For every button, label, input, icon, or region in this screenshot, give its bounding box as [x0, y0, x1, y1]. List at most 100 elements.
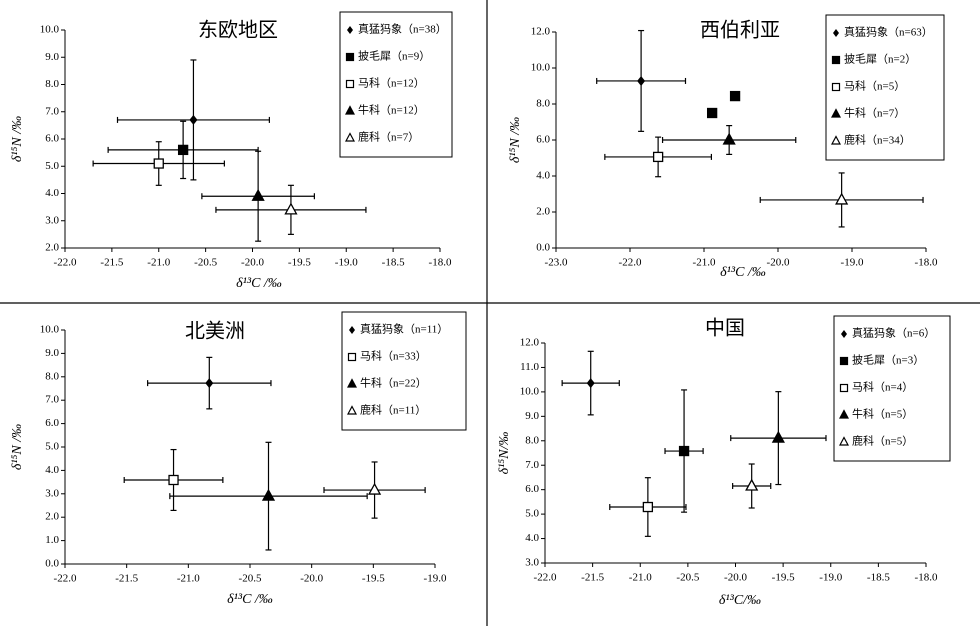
x-tick-label: -20.0 [724, 572, 747, 584]
y-tick-label: 10.0 [531, 62, 551, 74]
x-tick-label: -20.5 [194, 257, 217, 269]
y-tick-label: 12.0 [520, 337, 540, 349]
chart-panel: 北美洲 δ¹³C /‰ δ¹⁵N /‰ -22.0 -21.5 -21.0 -20.5 -20… [10, 311, 467, 607]
y-tick-label: 6.0 [45, 417, 59, 429]
y-tick-label: 10.0 [520, 385, 540, 397]
x-tick-label: -19.0 [819, 572, 842, 584]
legend-marker [831, 108, 841, 118]
legend-label: 马科（n=5） [844, 79, 905, 93]
chart-title: 中国 [705, 317, 745, 340]
legend-box [833, 315, 951, 462]
y-tick-label: 12.0 [531, 26, 551, 38]
legend-marker [839, 409, 849, 419]
legend-label: 真猛犸象（n=63） [844, 25, 933, 39]
x-tick-label: -21.0 [629, 572, 652, 584]
y-tick-label: 8.0 [45, 78, 59, 90]
legend-marker [833, 29, 839, 37]
chart-title: 东欧地区 [198, 19, 278, 42]
point [586, 378, 595, 389]
y-tick-label: 5.0 [45, 160, 59, 172]
y-tick-label: 6.0 [536, 134, 550, 146]
point [652, 151, 664, 163]
point [205, 378, 214, 389]
legend-label: 鹿科（n=5） [852, 434, 913, 448]
point [745, 478, 759, 491]
legend-label: 鹿科（n=34） [844, 133, 911, 147]
y-tick-label: 6.0 [45, 133, 59, 145]
y-tick-label: 7.0 [525, 459, 539, 471]
x-tick-label: -18.5 [867, 572, 890, 584]
x-tick-label: -20.0 [241, 257, 264, 269]
y-tick-label: 4.0 [525, 532, 539, 544]
y-tick-label: 10.0 [40, 324, 60, 336]
x-tick-label: -18.5 [382, 257, 405, 269]
legend-marker [345, 79, 355, 89]
legend-label: 披毛犀（n=3） [852, 353, 924, 367]
legend-label: 牛科（n=12） [358, 103, 425, 117]
y-axis-label: δ¹⁵N /‰ [508, 117, 523, 163]
chart-panel: 东欧地区 δ¹³C /‰ δ¹⁵N /‰ -22.0 -21.5 -21.0 -20.5 -2… [10, 11, 453, 291]
legend-marker [839, 436, 849, 446]
y-tick-label: 3.0 [45, 487, 59, 499]
x-tick-label: -21.0 [177, 573, 200, 585]
point [729, 90, 741, 102]
legend-marker [347, 378, 357, 388]
y-tick-label: 0.0 [45, 558, 59, 570]
legend-box [341, 311, 467, 431]
y-tick-label: 2.0 [45, 511, 59, 523]
x-tick-label: -19.5 [362, 573, 385, 585]
point [153, 158, 164, 169]
x-tick-label: -20.5 [676, 572, 699, 584]
legend-label: 马科（n=12） [358, 76, 425, 90]
legend-label: 真猛犸象（n=6） [852, 326, 935, 340]
x-tick-label: -21.5 [115, 573, 138, 585]
y-axis-label: δ¹⁵N/‰ [497, 432, 512, 475]
point [367, 482, 382, 495]
y-tick-label: 5.0 [45, 441, 59, 453]
y-tick-label: 2.0 [45, 242, 59, 254]
x-tick-label: -22.0 [534, 572, 557, 584]
point [722, 132, 736, 145]
x-tick-label: -18.0 [915, 572, 938, 584]
point [637, 75, 646, 86]
point [189, 114, 198, 125]
legend-label: 牛科（n=5） [852, 407, 913, 421]
legend-label: 真猛犸象（n=11） [360, 322, 448, 336]
legend-label: 马科（n=4） [852, 380, 913, 394]
legend-label: 鹿科（n=7） [358, 130, 419, 144]
x-axis-label: δ¹³C /‰ [720, 265, 766, 280]
legend-label: 马科（n=33） [360, 349, 427, 363]
legend-marker [347, 352, 357, 362]
legend-box [825, 14, 945, 161]
legend-label: 牛科（n=22） [360, 376, 427, 390]
y-tick-label: 9.0 [45, 347, 59, 359]
x-tick-label: -22.0 [54, 573, 77, 585]
y-tick-label: 7.0 [45, 394, 59, 406]
y-tick-label: 4.0 [45, 464, 59, 476]
y-tick-label: 8.0 [525, 434, 539, 446]
y-tick-label: 8.0 [536, 98, 550, 110]
legend-label: 牛科（n=7） [844, 106, 905, 120]
y-tick-label: 4.0 [536, 170, 550, 182]
legend-marker [347, 26, 353, 34]
x-tick-label: -21.5 [100, 257, 123, 269]
chart-panel: 中国 δ¹³C/‰ δ¹⁵N/‰ -22.0 -21.5 -21.0 -20.5 -20.0 -… [497, 315, 951, 608]
legend-marker [345, 52, 355, 62]
y-tick-label: 9.0 [45, 51, 59, 63]
chart-title: 北美洲 [185, 320, 245, 343]
x-tick-label: -19.5 [288, 257, 311, 269]
legend-marker [345, 132, 355, 142]
legend-marker [345, 105, 355, 115]
x-tick-label: -21.5 [581, 572, 604, 584]
x-tick-label: -22.0 [619, 257, 642, 269]
point [678, 445, 690, 457]
x-axis-label: δ¹³C/‰ [719, 593, 761, 608]
point [251, 188, 265, 201]
x-tick-label: -20.0 [300, 573, 323, 585]
legend-marker [347, 405, 357, 415]
legend-marker [831, 135, 841, 145]
x-tick-label: -20.0 [767, 257, 790, 269]
y-tick-label: 1.0 [45, 534, 59, 546]
